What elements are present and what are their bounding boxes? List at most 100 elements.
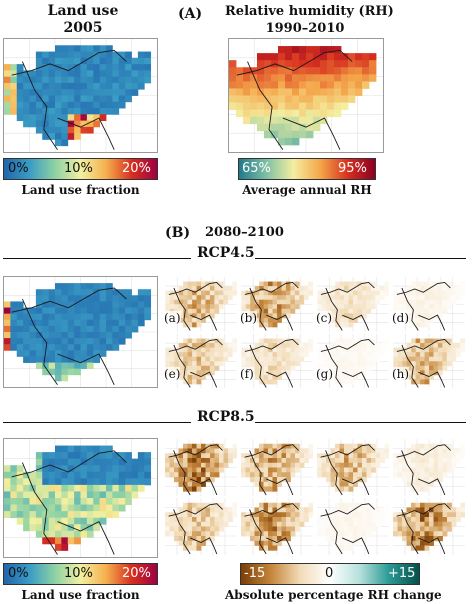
map-cell — [67, 368, 75, 376]
map-cell — [292, 130, 300, 139]
map-cell — [74, 465, 81, 473]
map-cell — [327, 60, 335, 68]
map-cell — [23, 101, 30, 109]
map-cell — [330, 374, 336, 380]
map-cell — [67, 458, 75, 466]
map-cell — [205, 360, 211, 366]
map-cell — [232, 453, 237, 459]
map-cell — [183, 299, 189, 305]
map-cell — [250, 531, 255, 537]
map-cell — [397, 304, 403, 310]
map-cell — [353, 365, 358, 371]
map-cell — [125, 465, 132, 473]
map-cell — [357, 360, 363, 366]
map-cell — [281, 304, 287, 310]
map-cell — [259, 360, 265, 366]
map-cell — [420, 517, 425, 523]
map-cell — [93, 89, 101, 96]
map-cell — [201, 443, 206, 449]
map-cell — [295, 512, 300, 518]
map-cell — [442, 458, 448, 464]
map-cell — [344, 374, 349, 380]
map-cell — [42, 452, 50, 460]
map-cell — [341, 95, 349, 103]
map-cell — [339, 458, 345, 464]
map-cell — [272, 507, 278, 513]
map-cell — [257, 81, 265, 89]
map-cell — [55, 289, 62, 296]
map-cell — [86, 70, 94, 78]
map-cell — [35, 82, 43, 90]
map-cell — [460, 448, 465, 454]
map-cell — [42, 465, 50, 473]
map-cell — [411, 486, 416, 492]
map-cell — [348, 369, 354, 375]
map-cell — [442, 517, 448, 523]
map-cell — [306, 88, 314, 96]
map-cell — [397, 453, 403, 459]
map-cell — [263, 472, 269, 478]
map-cell — [268, 299, 273, 305]
map-cell — [335, 290, 341, 296]
map-cell — [411, 443, 416, 449]
map-cell — [201, 299, 206, 305]
map-cell — [48, 95, 56, 103]
map-cell — [353, 369, 358, 375]
map-cell — [424, 356, 430, 362]
map-cell — [23, 70, 30, 78]
map-cell — [263, 462, 269, 468]
map-cell — [442, 443, 448, 449]
map-cell — [330, 512, 336, 518]
map-cell — [210, 443, 215, 449]
map-cell — [268, 486, 273, 492]
map-cell — [429, 531, 434, 537]
map-cell — [263, 365, 269, 371]
map-cell — [254, 351, 260, 357]
map-cell — [93, 325, 101, 333]
map-cell — [137, 452, 145, 460]
map-cell — [23, 524, 30, 532]
map-cell — [339, 526, 345, 532]
map-cell — [55, 524, 62, 532]
map-cell — [406, 536, 412, 542]
map-cell — [272, 369, 278, 375]
map-cell — [415, 486, 421, 492]
map-cell — [48, 517, 56, 525]
map-cell — [353, 448, 358, 454]
map-cell — [61, 108, 69, 115]
map-cell — [285, 60, 293, 68]
map-cell — [406, 458, 412, 464]
map-cell — [99, 344, 107, 351]
map-cell — [366, 472, 372, 478]
map-cell — [48, 133, 56, 140]
map-cell — [61, 76, 69, 84]
map-cell — [263, 322, 269, 328]
map-cell — [223, 517, 229, 523]
map-cell — [420, 374, 425, 380]
map-cell — [254, 317, 260, 323]
map-cell — [362, 53, 370, 61]
map-cell — [429, 443, 434, 449]
map-cell — [429, 462, 434, 468]
map-cell — [93, 338, 101, 345]
map-cell — [429, 540, 434, 546]
map-cell — [303, 295, 309, 301]
map-cell — [271, 130, 279, 139]
map-cell — [29, 89, 37, 96]
map-cell — [259, 481, 264, 487]
map-cell — [290, 458, 296, 464]
map-cell — [93, 445, 101, 453]
map-cell — [357, 342, 363, 348]
map-cell — [366, 365, 372, 371]
map-cell — [42, 362, 50, 370]
map-cell — [86, 114, 94, 122]
map-cell — [183, 378, 189, 384]
map-cell — [187, 360, 193, 366]
map-cell — [137, 458, 145, 466]
subpanel-label: (a) — [164, 310, 181, 325]
map-cell — [112, 338, 120, 345]
map-cell — [455, 286, 461, 292]
map-cell — [67, 362, 75, 370]
map-cell — [169, 526, 175, 532]
map-cell — [196, 351, 202, 357]
